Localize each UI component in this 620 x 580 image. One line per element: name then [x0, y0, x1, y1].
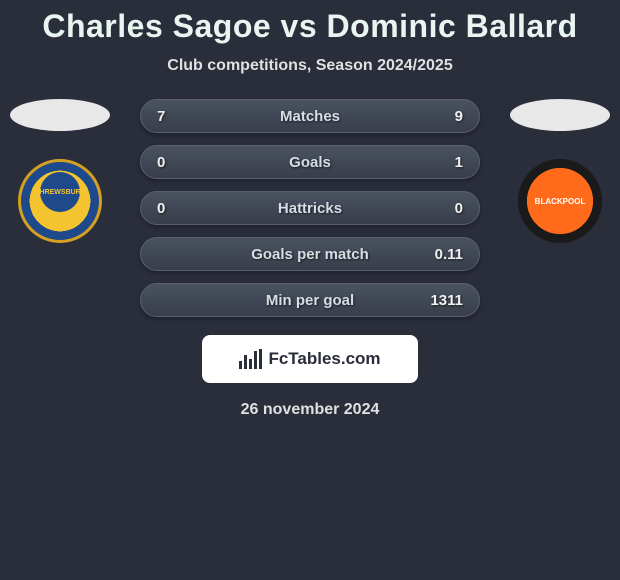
club-badge-right: BLACKPOOL — [518, 159, 602, 243]
stat-value-right: 0.11 — [435, 246, 463, 263]
footer-date: 26 november 2024 — [10, 401, 610, 419]
stat-row-goals: 0 Goals 1 — [140, 145, 480, 179]
stat-row-matches: 7 Matches 9 — [140, 99, 480, 133]
stat-row-hattricks: 0 Hattricks 0 — [140, 191, 480, 225]
chart-icon — [239, 349, 262, 369]
stat-value-left: 0 — [157, 154, 165, 171]
stat-label: Goals — [289, 154, 331, 171]
stat-label: Min per goal — [266, 292, 354, 309]
page-title: Charles Sagoe vs Dominic Ballard — [0, 8, 620, 45]
stat-value-left: 0 — [157, 200, 165, 217]
stat-label: Hattricks — [278, 200, 342, 217]
footer-logo: FcTables.com — [202, 335, 418, 383]
stat-value-left: 7 — [157, 108, 165, 125]
logo-text: FcTables.com — [268, 349, 380, 369]
club-badge-left-inner: SHREWSBURY — [40, 172, 80, 212]
club-badge-left: SHREWSBURY — [18, 159, 102, 243]
player-photo-right — [510, 99, 610, 131]
stat-value-right: 9 — [455, 108, 463, 125]
stat-row-goals-per-match: Goals per match 0.11 — [140, 237, 480, 271]
stat-label: Goals per match — [251, 246, 369, 263]
comparison-area: SHREWSBURY BLACKPOOL 7 Matches 9 0 Goals… — [0, 99, 620, 419]
club-badge-right-inner: BLACKPOOL — [535, 176, 585, 226]
player-photo-left — [10, 99, 110, 131]
stat-value-right: 0 — [455, 200, 463, 217]
stat-value-right: 1 — [455, 154, 463, 171]
stats-column: 7 Matches 9 0 Goals 1 0 Hattricks 0 Goal… — [140, 99, 480, 317]
stat-value-right: 1311 — [430, 292, 463, 309]
stat-label: Matches — [280, 108, 340, 125]
stat-row-min-per-goal: Min per goal 1311 — [140, 283, 480, 317]
subtitle: Club competitions, Season 2024/2025 — [0, 57, 620, 75]
